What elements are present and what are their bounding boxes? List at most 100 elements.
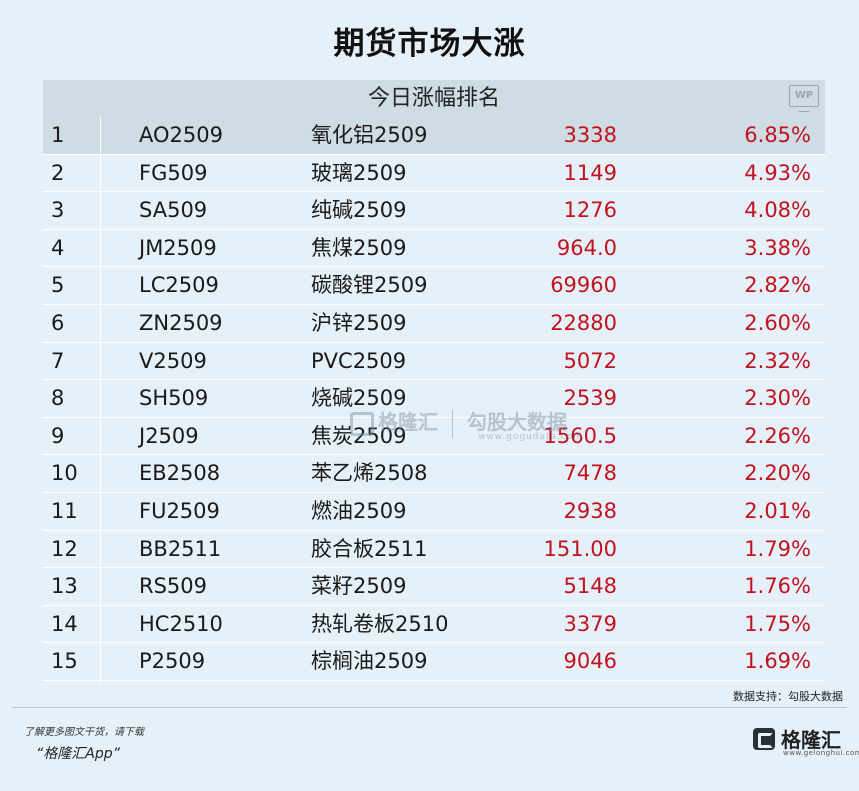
table-row: 13 RS509 菜籽2509 5148 1.76%	[43, 568, 825, 606]
change-cell: 4.08%	[744, 198, 811, 223]
rank-cell: 13	[51, 574, 78, 599]
table-row: 7 V2509 PVC2509 5072 2.32%	[43, 343, 825, 381]
table-row: 8 SH509 烧碱2509 2539 2.30%	[43, 380, 825, 418]
code-cell: ZN2509	[139, 310, 223, 335]
change-cell: 2.30%	[744, 386, 811, 411]
rank-cell: 5	[51, 273, 65, 298]
table-row: 15 P2509 棕榈油2509 9046 1.69%	[43, 643, 825, 681]
data-source: 数据支持：勾股大数据	[733, 690, 843, 703]
gelonghui-watermark-icon	[350, 411, 374, 436]
name-cell: 棕榈油2509	[311, 649, 428, 674]
table-row: 14 HC2510 热轧卷板2510 3379 1.75%	[43, 606, 825, 644]
code-cell: AO2509	[139, 123, 223, 147]
table-row: 3 SA509 纯碱2509 1276 4.08%	[43, 192, 825, 230]
column-divider	[100, 117, 101, 683]
table-row: 1 AO2509 氧化铝2509 3338 6.85%	[43, 117, 825, 155]
rank-cell: 3	[51, 198, 65, 223]
change-cell: 2.20%	[744, 461, 811, 486]
change-cell: 2.26%	[744, 423, 811, 448]
table-row: 6 ZN2509 沪锌2509 22880 2.60%	[43, 305, 825, 343]
name-cell: 苯乙烯2508	[311, 461, 428, 486]
price-cell: 1560.5	[543, 423, 617, 448]
change-cell: 2.82%	[744, 273, 811, 298]
code-cell: FG509	[139, 160, 208, 185]
name-cell: 烧碱2509	[311, 386, 407, 411]
code-cell: V2509	[139, 348, 207, 373]
name-cell: 氧化铝2509	[311, 123, 428, 147]
code-cell: FU2509	[139, 498, 220, 523]
code-cell: BB2511	[139, 536, 222, 561]
name-cell: 胶合板2511	[311, 536, 428, 561]
name-cell: PVC2509	[311, 348, 407, 373]
price-cell: 5072	[563, 348, 617, 373]
ranking-table: 今日涨幅排名 WP 1 AO2509 氧化铝2509 3338 6.85% 2 FG509 玻…	[43, 80, 825, 681]
table-row: 11 FU2509 燃油2509 2938 2.01%	[43, 493, 825, 531]
table-row: 2 FG509 玻璃2509 1149 4.93%	[43, 155, 825, 193]
change-cell: 6.85%	[744, 123, 811, 147]
rank-cell: 9	[51, 423, 65, 448]
brand-url: www.gelonghui.com	[783, 749, 859, 757]
price-cell: 2539	[563, 386, 617, 411]
price-cell: 1276	[563, 198, 617, 223]
price-cell: 3338	[563, 123, 617, 147]
price-cell: 7478	[563, 461, 617, 486]
name-cell: 燃油2509	[311, 498, 407, 523]
brand-logo: 格隆汇 www.gelonghui.com	[753, 724, 859, 760]
name-cell: 热轧卷板2510	[311, 611, 449, 636]
watermark-url: www.gogudata.com	[478, 432, 584, 442]
code-cell: J2509	[139, 423, 199, 448]
rank-cell: 15	[51, 649, 78, 674]
name-cell: 纯碱2509	[311, 198, 407, 223]
name-cell: 菜籽2509	[311, 574, 407, 599]
rank-cell: 2	[51, 160, 65, 185]
code-cell: SH509	[139, 386, 209, 411]
rank-cell: 11	[51, 498, 78, 523]
name-cell: 沪锌2509	[311, 310, 407, 335]
watermark: 格隆汇 勾股大数据 www.gogudata.com	[350, 406, 582, 446]
page-title: 期货市场大涨	[333, 26, 526, 62]
table-header-label: 今日涨幅排名	[367, 86, 500, 111]
code-cell: LC2509	[139, 273, 219, 298]
table-row: 10 EB2508 苯乙烯2508 7478 2.20%	[43, 455, 825, 493]
name-cell: 玻璃2509	[311, 160, 407, 185]
table-row: 9 J2509 焦炭2509 1560.5 2.26%	[43, 418, 825, 456]
code-cell: HC2510	[139, 611, 223, 636]
change-cell: 2.60%	[744, 310, 811, 335]
change-cell: 1.76%	[744, 574, 811, 599]
change-cell: 1.69%	[744, 649, 811, 674]
footer-divider	[12, 707, 847, 708]
gelonghui-logo-icon	[753, 728, 775, 750]
price-cell: 5148	[563, 574, 617, 599]
name-cell: 焦煤2509	[311, 235, 407, 260]
change-cell: 4.93%	[744, 160, 811, 185]
table-row: 5 LC2509 碳酸锂2509 69960 2.82%	[43, 267, 825, 305]
rank-cell: 12	[51, 536, 78, 561]
rank-cell: 10	[51, 461, 78, 486]
table-body: 1 AO2509 氧化铝2509 3338 6.85% 2 FG509 玻璃2509 1149 4…	[43, 117, 825, 681]
code-cell: P2509	[139, 649, 206, 674]
rank-cell: 7	[51, 348, 65, 373]
code-cell: EB2508	[139, 461, 221, 486]
code-cell: JM2509	[139, 235, 217, 260]
price-cell: 2938	[563, 498, 617, 523]
table-header: 今日涨幅排名 WP	[43, 80, 825, 117]
change-cell: 2.01%	[744, 498, 811, 523]
footer-app-name: “格隆汇App”	[36, 746, 120, 762]
price-cell: 1149	[563, 160, 617, 185]
rank-cell: 4	[51, 235, 65, 260]
footer-promo: 了解更多图文干货，请下载	[24, 727, 144, 738]
code-cell: SA509	[139, 198, 208, 223]
table-row: 4 JM2509 焦煤2509 964.0 3.38%	[43, 230, 825, 268]
price-cell: 151.00	[543, 536, 617, 561]
price-cell: 964.0	[556, 235, 617, 260]
rank-cell: 6	[51, 310, 65, 335]
change-cell: 1.79%	[744, 536, 811, 561]
price-cell: 3379	[563, 611, 617, 636]
change-cell: 1.75%	[744, 611, 811, 636]
rank-cell: 8	[51, 386, 65, 411]
brand-name: 格隆汇	[781, 728, 841, 752]
change-cell: 2.32%	[744, 348, 811, 373]
wp-logo-icon: WP	[789, 85, 819, 112]
code-cell: RS509	[139, 574, 208, 599]
watermark-partner: 勾股大数据	[467, 410, 567, 434]
